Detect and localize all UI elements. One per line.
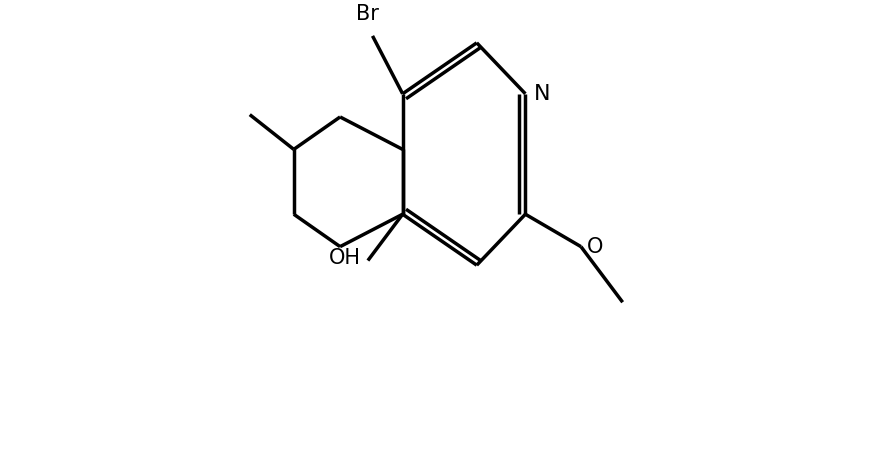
Text: N: N xyxy=(534,84,550,104)
Text: O: O xyxy=(586,237,603,256)
Text: OH: OH xyxy=(329,248,361,268)
Text: Br: Br xyxy=(356,4,379,24)
